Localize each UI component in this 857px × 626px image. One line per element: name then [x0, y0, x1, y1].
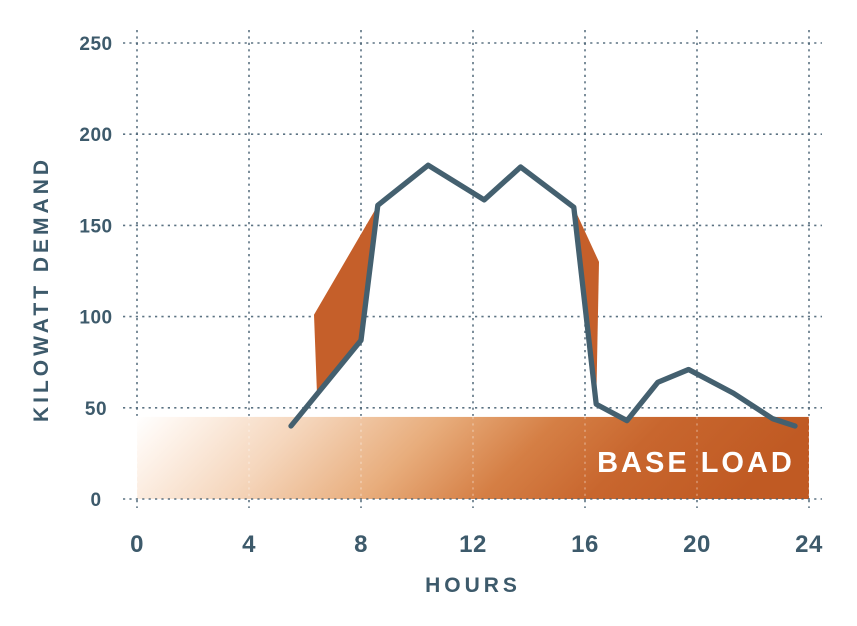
base-load-band — [137, 416, 809, 499]
base-load-label: BASE LOAD — [597, 447, 795, 479]
x-axis-label: HOURS — [425, 574, 521, 597]
y-tick-label-0: 0 — [90, 490, 101, 511]
x-tick-label-12: 12 — [459, 531, 487, 558]
y-tick-label-100: 100 — [79, 308, 112, 329]
x-tick-label-8: 8 — [354, 531, 368, 558]
ramp-gap-regions — [314, 205, 599, 405]
x-tick-label-24: 24 — [795, 531, 823, 558]
base-load-band-rect — [137, 416, 809, 499]
demand-line — [288, 162, 798, 429]
x-tick-label-4: 4 — [242, 531, 256, 558]
morning-ramp-gap — [314, 205, 378, 395]
x-axis-tick-labels: 0 4 8 12 16 20 24 — [130, 531, 823, 558]
x-tick-label-0: 0 — [130, 531, 144, 558]
x-tick-label-16: 16 — [571, 531, 599, 558]
x-tick-label-20: 20 — [683, 531, 711, 558]
y-axis-label: KILOWATT DEMAND — [30, 156, 53, 422]
y-axis-tick-labels: 0 50 100 150 200 250 — [79, 34, 112, 511]
y-tick-label-200: 200 — [79, 125, 112, 146]
y-tick-label-50: 50 — [85, 399, 107, 420]
gridlines — [123, 30, 822, 508]
y-tick-label-150: 150 — [79, 216, 112, 237]
y-tick-label-250: 250 — [79, 34, 112, 55]
